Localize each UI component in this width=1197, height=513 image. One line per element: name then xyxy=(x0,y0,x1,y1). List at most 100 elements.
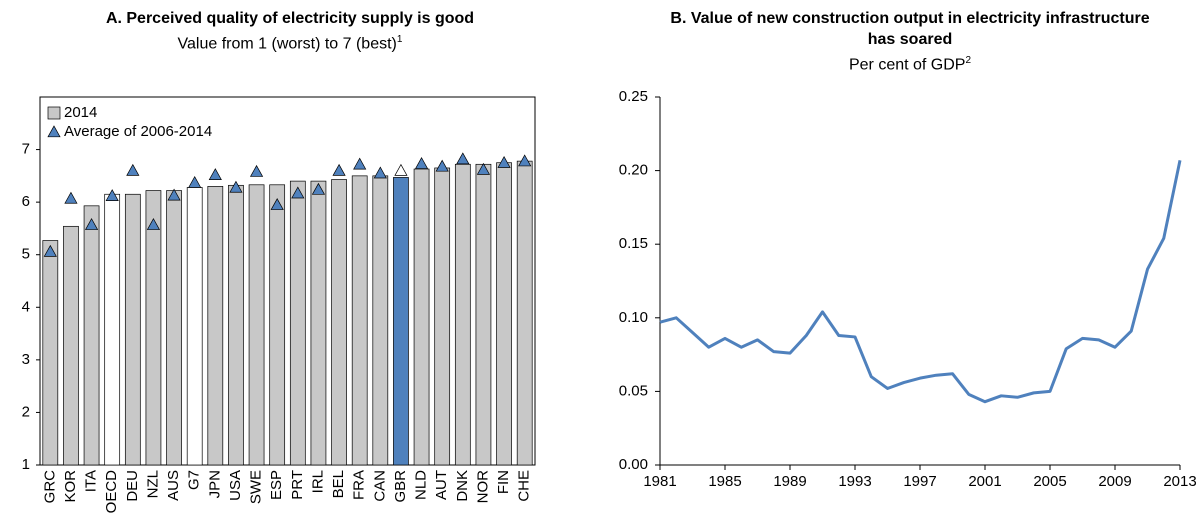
y-tick-label: 4 xyxy=(22,298,30,315)
bar xyxy=(83,205,100,466)
triangle-marker xyxy=(105,189,119,201)
bar xyxy=(145,190,162,466)
panel-b-header: B. Value of new construction output in e… xyxy=(660,8,1160,75)
triangle-marker xyxy=(435,159,449,172)
x-tick-label: 2009 xyxy=(1098,473,1131,490)
legend-swatch xyxy=(47,106,61,120)
line-series xyxy=(659,159,1182,404)
bar xyxy=(516,160,533,466)
chart-title: B. Value of new construction output in e… xyxy=(670,10,1150,48)
bar xyxy=(269,184,286,466)
bar xyxy=(124,193,141,466)
x-tick-label: 1985 xyxy=(708,473,741,490)
x-tick-label: 1989 xyxy=(773,473,806,490)
triangle-marker xyxy=(373,166,387,179)
x-tick-label: OECD xyxy=(103,470,120,513)
x-tick-label: CAN xyxy=(371,470,388,502)
bar xyxy=(454,163,471,466)
x-tick-label: 2013 xyxy=(1163,473,1196,490)
y-tick-label: 3 xyxy=(22,351,30,368)
bar xyxy=(248,184,265,466)
x-tick-label: ESP xyxy=(268,470,285,500)
triangle-marker xyxy=(291,186,305,199)
triangle-marker xyxy=(394,163,408,176)
x-tick-label: JPN xyxy=(206,470,223,498)
bar xyxy=(186,187,203,466)
panel-a-header: A. Perceived quality of electricity supp… xyxy=(20,8,560,54)
x-tick-label: 2001 xyxy=(968,473,1001,490)
x-tick-label: DEU xyxy=(124,470,141,502)
x-tick-label: GBR xyxy=(392,470,409,503)
y-tick-label: 2 xyxy=(22,403,30,420)
bar xyxy=(331,179,347,466)
triangle-marker xyxy=(84,218,99,230)
x-tick-label: 1993 xyxy=(838,473,871,490)
plot-frame xyxy=(39,96,536,466)
chart-subtitle: Per cent of GDP xyxy=(848,56,966,74)
triangle-marker xyxy=(43,244,57,257)
triangle-marker xyxy=(229,180,243,193)
bar xyxy=(413,168,430,466)
bar xyxy=(207,186,224,466)
y-tick-label: 0.20 xyxy=(619,162,648,179)
y-tick-label: 0.25 xyxy=(619,88,648,105)
bar xyxy=(166,190,182,466)
triangle-marker xyxy=(146,218,161,230)
y-tick-label: 0.15 xyxy=(619,235,648,252)
x-tick-label: FIN xyxy=(495,470,512,494)
x-tick-label: ITA xyxy=(83,470,100,492)
x-tick-label: NLD xyxy=(413,470,430,500)
bar xyxy=(42,240,59,466)
y-tick-label: 6 xyxy=(22,193,30,210)
x-tick-label: USA xyxy=(227,470,244,501)
triangle-marker xyxy=(311,182,326,195)
triangle-marker xyxy=(332,163,346,176)
triangle-marker xyxy=(497,155,511,168)
footnote-mark: 2 xyxy=(965,55,972,66)
chart-subtitle: Value from 1 (worst) to 7 (best) xyxy=(177,35,397,53)
x-tick-label: G7 xyxy=(186,470,203,490)
x-tick-label: PRT xyxy=(289,470,306,500)
x-tick-label: AUS xyxy=(165,470,182,501)
y-tick-label: 7 xyxy=(22,141,30,158)
footnote-mark: 1 xyxy=(396,34,403,45)
x-tick-label: NOR xyxy=(474,470,491,504)
bar xyxy=(104,193,121,466)
legend-swatch xyxy=(47,125,61,138)
x-tick-label: KOR xyxy=(62,470,79,503)
triangle-marker xyxy=(476,162,491,175)
triangle-marker xyxy=(208,168,222,180)
x-tick-label: 1997 xyxy=(903,473,936,490)
y-tick-label: 0.10 xyxy=(619,309,648,326)
triangle-marker xyxy=(249,164,264,177)
triangle-marker xyxy=(270,198,284,210)
bar xyxy=(63,225,79,466)
y-tick-label: 0.00 xyxy=(619,456,648,473)
bar xyxy=(475,163,492,466)
chart-title: A. Perceived quality of electricity supp… xyxy=(105,10,475,27)
x-tick-label: NZL xyxy=(144,470,161,498)
bar xyxy=(289,180,306,466)
triangle-marker xyxy=(456,152,470,165)
legend-label: Average of 2006-2014 xyxy=(64,123,212,140)
y-tick-label: 1 xyxy=(22,456,30,473)
bar xyxy=(228,184,244,466)
bar xyxy=(351,175,368,466)
triangle-marker xyxy=(518,154,532,167)
y-tick-label: 5 xyxy=(22,246,30,263)
triangle-marker xyxy=(126,163,140,176)
bar xyxy=(496,162,512,466)
x-tick-label: AUT xyxy=(433,470,450,500)
y-tick-label: 0.05 xyxy=(619,382,648,399)
x-tick-label: CHE xyxy=(516,470,533,502)
x-tick-label: 1981 xyxy=(643,473,676,490)
triangle-marker xyxy=(167,188,181,201)
bar xyxy=(434,167,451,466)
x-tick-label: DNK xyxy=(454,470,471,502)
x-tick-label: BEL xyxy=(330,470,347,498)
legend-label: 2014 xyxy=(64,104,97,121)
x-tick-label: IRL xyxy=(309,470,326,493)
triangle-marker xyxy=(414,157,429,169)
